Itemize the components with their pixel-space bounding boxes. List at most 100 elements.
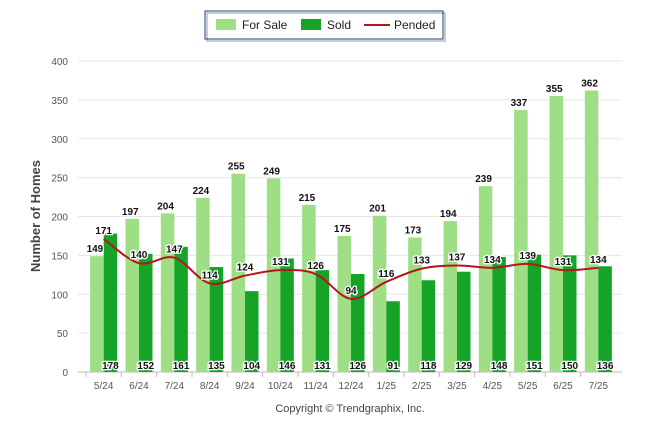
label-pended: 139 bbox=[519, 251, 536, 262]
x-tick-label: 1/25 bbox=[377, 381, 397, 392]
legend-box bbox=[204, 10, 444, 40]
legend-shadow bbox=[206, 12, 446, 42]
bar-for-sale bbox=[90, 256, 104, 372]
bar-for-sale bbox=[337, 235, 351, 372]
label-pended: 134 bbox=[590, 255, 607, 266]
bar-sold bbox=[386, 301, 400, 372]
label-sold: 118 bbox=[420, 361, 437, 372]
bar-sold bbox=[209, 267, 224, 372]
bar-for-sale bbox=[302, 204, 316, 372]
pended-line bbox=[103, 238, 599, 300]
pended-line-group bbox=[103, 238, 599, 300]
y-tick-label: 100 bbox=[51, 290, 68, 301]
label-pended: 94 bbox=[345, 286, 357, 297]
label-for-sale: 255 bbox=[228, 162, 245, 173]
legend-sold-label: Sold bbox=[327, 18, 351, 32]
x-tick-label: 7/24 bbox=[165, 381, 185, 392]
label-sold: 178 bbox=[102, 361, 119, 372]
y-axis: 0 50 100 150 200 250 300 350 400 bbox=[51, 57, 68, 379]
x-tick-label: 3/25 bbox=[447, 381, 467, 392]
label-for-sale: 239 bbox=[475, 174, 492, 185]
bars bbox=[90, 90, 612, 373]
label-pended: 114 bbox=[202, 270, 219, 281]
legend-pended-label: Pended bbox=[394, 18, 435, 32]
y-tick-label: 300 bbox=[51, 135, 68, 146]
label-pended: 147 bbox=[166, 245, 183, 256]
label-for-sale: 197 bbox=[122, 207, 139, 218]
legend-for-sale-label: For Sale bbox=[242, 18, 288, 32]
x-tick-label: 6/25 bbox=[553, 381, 573, 392]
legend: For Sale Sold Pended bbox=[204, 10, 446, 42]
x-tick-label: 9/24 bbox=[235, 381, 255, 392]
label-pended: 116 bbox=[378, 269, 395, 280]
label-pended: 124 bbox=[237, 263, 254, 274]
bar-for-sale bbox=[125, 218, 139, 372]
label-sold: 129 bbox=[455, 361, 472, 372]
bar-sold bbox=[315, 270, 330, 372]
label-for-sale: 249 bbox=[263, 166, 280, 177]
label-for-sale: 362 bbox=[581, 79, 598, 90]
bar-sold bbox=[421, 280, 436, 372]
label-for-sale: 175 bbox=[334, 224, 351, 235]
y-tick-label: 200 bbox=[51, 213, 68, 224]
label-pended: 126 bbox=[307, 261, 324, 272]
label-pended: 131 bbox=[555, 257, 572, 268]
legend-sold-swatch bbox=[301, 19, 321, 30]
y-axis-label: Number of Homes bbox=[28, 160, 43, 272]
x-tick-label: 2/25 bbox=[412, 381, 432, 392]
bar-sold bbox=[245, 291, 259, 372]
label-sold: 131 bbox=[314, 361, 331, 372]
label-pended: 134 bbox=[484, 255, 501, 266]
bar-sold bbox=[174, 246, 188, 372]
label-sold: 136 bbox=[597, 361, 614, 372]
bar-sold bbox=[103, 233, 118, 372]
x-tick-label: 7/25 bbox=[589, 381, 609, 392]
x-tick-label: 5/25 bbox=[518, 381, 538, 392]
y-tick-label: 50 bbox=[57, 329, 69, 340]
label-for-sale: 194 bbox=[440, 209, 457, 220]
label-for-sale: 204 bbox=[157, 201, 174, 212]
label-for-sale: 224 bbox=[193, 186, 210, 197]
label-sold: 152 bbox=[137, 361, 154, 372]
x-axis: 5/24 6/24 7/24 8/24 9/24 10/24 11/24 12/24 1/25 2… bbox=[85, 372, 609, 392]
bar-for-sale bbox=[231, 173, 245, 372]
label-pended: 140 bbox=[131, 250, 148, 261]
y-tick-label: 250 bbox=[51, 174, 68, 185]
bar-for-sale bbox=[266, 178, 281, 372]
copyright-footer: Copyright © Trendgraphix, Inc. bbox=[275, 403, 424, 415]
bar-for-sale bbox=[443, 221, 457, 372]
bar-sold bbox=[563, 255, 577, 372]
bar-for-sale bbox=[160, 213, 175, 372]
label-for-sale: 149 bbox=[87, 244, 104, 255]
y-tick-label: 400 bbox=[51, 57, 68, 68]
label-for-sale: 201 bbox=[369, 204, 386, 215]
label-pended: 171 bbox=[95, 226, 112, 237]
label-sold: 146 bbox=[279, 361, 296, 372]
x-tick-label: 12/24 bbox=[338, 381, 363, 392]
bar-for-sale bbox=[514, 109, 528, 373]
x-tick-label: 10/24 bbox=[268, 381, 293, 392]
data-labels: 149 178 171 197 152 140 204 161 147 224 135 114 255 1… bbox=[85, 77, 615, 373]
bar-for-sale bbox=[196, 197, 210, 372]
bar-for-sale bbox=[584, 90, 599, 373]
label-sold: 135 bbox=[208, 361, 225, 372]
label-pended: 133 bbox=[413, 256, 430, 267]
y-tick-label: 350 bbox=[51, 96, 68, 107]
bar-sold bbox=[457, 271, 471, 372]
label-sold: 126 bbox=[349, 361, 366, 372]
bar-for-sale bbox=[372, 215, 387, 372]
label-sold: 148 bbox=[491, 361, 508, 372]
bar-sold bbox=[598, 266, 612, 372]
label-pended: 137 bbox=[449, 252, 466, 263]
label-sold: 104 bbox=[243, 361, 260, 372]
bar-sold bbox=[139, 253, 153, 372]
y-tick-label: 150 bbox=[51, 251, 68, 262]
label-pended: 131 bbox=[272, 257, 289, 268]
bar-sold bbox=[492, 256, 506, 372]
y-tick-label: 0 bbox=[62, 368, 68, 379]
label-sold: 150 bbox=[561, 361, 578, 372]
label-for-sale: 215 bbox=[299, 193, 316, 204]
bar-for-sale bbox=[549, 95, 563, 373]
